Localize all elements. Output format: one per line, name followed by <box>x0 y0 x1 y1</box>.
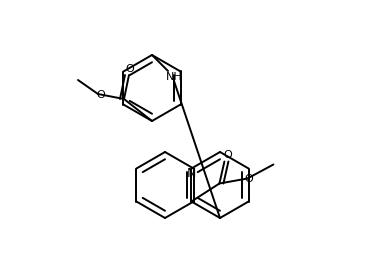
Text: O: O <box>223 151 232 161</box>
Text: N: N <box>187 167 196 180</box>
Text: O: O <box>244 173 253 183</box>
Text: O: O <box>96 90 105 100</box>
Text: O: O <box>126 64 134 74</box>
Text: NH: NH <box>166 72 182 82</box>
